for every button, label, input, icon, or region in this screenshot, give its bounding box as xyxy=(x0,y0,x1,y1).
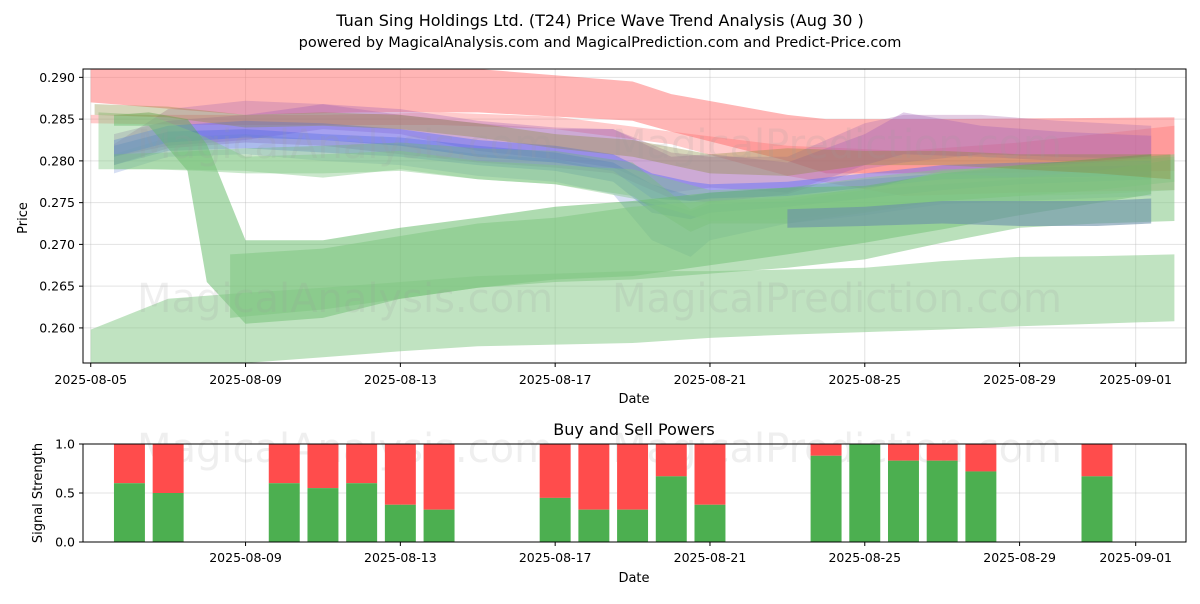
power-y-axis-label: Signal Strength xyxy=(31,443,46,543)
power-y-tick-label-0: 0.0 xyxy=(55,535,75,550)
buy-bar-17 xyxy=(1081,476,1113,542)
sell-bar-11 xyxy=(694,444,726,505)
green-wave-5 xyxy=(230,154,1175,318)
sell-bar-5 xyxy=(384,444,416,505)
sell-bar-7 xyxy=(539,444,571,498)
watermark-analysis-bottom: MagicalAnalysis.com xyxy=(137,276,553,322)
sell-bar-6 xyxy=(423,444,455,510)
buy-bar-0 xyxy=(113,483,145,542)
power-y-tick-label-2: 1.0 xyxy=(55,437,75,452)
buy-bar-16 xyxy=(965,471,997,542)
power-x-tick-label-0: 2025-08-09 xyxy=(209,550,282,565)
power-x-tick-label-3: 2025-08-21 xyxy=(674,550,747,565)
sell-bar-4 xyxy=(346,444,378,484)
sell-bar-0 xyxy=(113,444,145,484)
sell-bar-14 xyxy=(887,444,919,461)
chart-title: Tuan Sing Holdings Ltd. (T24) Price Wave… xyxy=(335,11,864,30)
sell-bar-8 xyxy=(578,444,610,510)
sell-bar-2 xyxy=(268,444,300,484)
watermark-prediction-top: MagicalPrediction.com xyxy=(612,122,1062,168)
power-x-tick-label-2: 2025-08-17 xyxy=(519,550,592,565)
blue-wave-1 xyxy=(114,120,1152,201)
main-x-tick-label-2: 2025-08-13 xyxy=(364,372,437,387)
main-x-axis-label: Date xyxy=(618,392,649,407)
sell-bar-1 xyxy=(152,444,184,493)
buy-bar-8 xyxy=(578,509,610,542)
main-x-tick-label-5: 2025-08-25 xyxy=(828,372,901,387)
buy-bar-3 xyxy=(307,488,339,542)
sell-bar-16 xyxy=(965,444,997,472)
main-x-tick-label-3: 2025-08-17 xyxy=(519,372,592,387)
sell-bar-12 xyxy=(810,444,842,456)
buy-bar-6 xyxy=(423,509,455,542)
green-wave-3 xyxy=(90,254,1175,363)
olive-wave xyxy=(94,104,1171,180)
power-x-tick-label-5: 2025-08-29 xyxy=(983,550,1056,565)
watermark-analysis-power: MagicalAnalysis.com xyxy=(137,426,553,472)
sell-bar-10 xyxy=(655,444,687,477)
buy-bar-13 xyxy=(849,444,881,542)
power-x-tick-label-4: 2025-08-25 xyxy=(828,550,901,565)
power-chart-title: Buy and Sell Powers xyxy=(553,420,715,439)
power-x-axis-label: Date xyxy=(618,571,649,586)
buy-bar-12 xyxy=(810,455,842,542)
buy-bar-7 xyxy=(539,497,571,542)
buy-bar-5 xyxy=(384,504,416,542)
main-y-tick-label-4: 0.280 xyxy=(39,153,75,168)
main-y-tick-label-5: 0.285 xyxy=(39,112,75,127)
buy-bar-15 xyxy=(926,460,958,542)
buy-bar-14 xyxy=(887,460,919,542)
purple-wave-2 xyxy=(114,104,1152,193)
main-y-tick-label-2: 0.270 xyxy=(39,237,75,252)
watermark-prediction-bottom: MagicalPrediction.com xyxy=(612,276,1062,322)
sell-bar-3 xyxy=(307,444,339,489)
power-x-tick-label-6: 2025-09-01 xyxy=(1099,550,1172,565)
main-x-tick-label-1: 2025-08-09 xyxy=(209,372,282,387)
watermark-analysis-top: MagicalAnalysis.com xyxy=(137,122,553,168)
power-x-tick-label-1: 2025-08-13 xyxy=(364,550,437,565)
main-y-tick-label-6: 0.290 xyxy=(39,70,75,85)
chart-subtitle: powered by MagicalAnalysis.com and Magic… xyxy=(299,35,902,51)
main-frame xyxy=(82,68,1187,364)
sell-bar-17 xyxy=(1081,444,1113,477)
blue-wave-3 xyxy=(114,134,1152,257)
power-plot: MagicalAnalysis.comMagicalPrediction.com… xyxy=(55,426,1187,565)
buy-bar-4 xyxy=(346,483,378,542)
green-wave-2 xyxy=(114,142,1175,232)
red-wave-2 xyxy=(90,112,1175,196)
sell-bar-15 xyxy=(926,444,958,461)
main-x-tick-label-6: 2025-08-29 xyxy=(983,372,1056,387)
red-wave-1 xyxy=(90,69,1175,174)
main-y-axis-label: Price xyxy=(16,202,31,234)
teal-wave xyxy=(787,198,1152,228)
main-plot: MagicalAnalysis.com MagicalPrediction.com… xyxy=(39,68,1187,387)
buy-bar-2 xyxy=(268,483,300,542)
sell-bar-9 xyxy=(617,444,649,510)
main-y-tick-label-3: 0.275 xyxy=(39,195,75,210)
buy-bar-11 xyxy=(694,504,726,542)
buy-bar-9 xyxy=(617,509,649,542)
purple-wave-1 xyxy=(114,100,1152,203)
main-x-tick-label-4: 2025-08-21 xyxy=(674,372,747,387)
buy-bar-1 xyxy=(152,493,184,542)
main-x-tick-label-7: 2025-09-01 xyxy=(1099,372,1172,387)
main-x-tick-label-0: 2025-08-05 xyxy=(54,372,127,387)
main-y-tick-label-0: 0.260 xyxy=(39,320,75,335)
main-bands xyxy=(90,69,1175,363)
blue-wave-2 xyxy=(114,129,1152,220)
buy-bar-10 xyxy=(655,476,687,542)
main-y-tick-label-1: 0.265 xyxy=(39,279,75,294)
power-y-tick-label-1: 0.5 xyxy=(55,486,75,501)
